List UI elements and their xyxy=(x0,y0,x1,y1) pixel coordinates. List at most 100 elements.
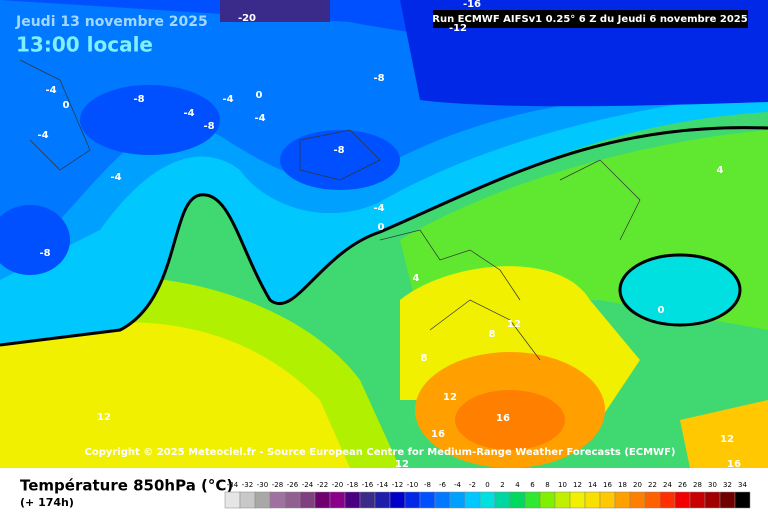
scale-tick-label: 16 xyxy=(603,481,612,489)
scale-tick-label: -24 xyxy=(302,481,314,489)
scale-swatch xyxy=(569,491,586,509)
contour-label: -4 xyxy=(222,94,233,105)
contour-label: 0 xyxy=(63,100,70,111)
scale-swatch xyxy=(224,491,241,509)
contour-label: 12 xyxy=(720,434,734,445)
scale-tick-label: -6 xyxy=(439,481,447,489)
scale-tick-label: 34 xyxy=(738,481,747,489)
scale-swatch xyxy=(719,491,736,509)
scale-tick-label: 18 xyxy=(618,481,627,489)
contour-label: -8 xyxy=(203,121,214,132)
scale-swatch xyxy=(254,491,271,509)
scale-tick-label: -20 xyxy=(332,481,343,489)
scale-tick-label: 4 xyxy=(515,481,520,489)
scale-tick-label: -26 xyxy=(287,481,299,489)
contour-label: 0 xyxy=(256,90,263,101)
scale-swatch xyxy=(554,491,571,509)
scale-swatch xyxy=(359,491,376,509)
contour-label: 8 xyxy=(489,329,496,340)
scale-tick-label: 22 xyxy=(648,481,657,489)
contour-label: 8 xyxy=(421,353,428,364)
scale-swatch xyxy=(464,491,481,509)
contour-label: -4 xyxy=(183,108,194,119)
date: Jeudi 13 novembre 2025 xyxy=(15,14,208,30)
scale-swatch xyxy=(449,491,466,509)
scale-tick-label: 6 xyxy=(530,481,535,489)
contour-label: 12 xyxy=(97,412,111,423)
scale-swatch xyxy=(599,491,616,509)
scale-tick-label: -10 xyxy=(407,481,418,489)
contour-label: 12 xyxy=(443,392,457,403)
contour-label: -8 xyxy=(39,248,50,259)
contour-label: -4 xyxy=(254,113,265,124)
scale-tick-label: 26 xyxy=(678,481,687,489)
scale-tick-label: 10 xyxy=(558,481,567,489)
scale-swatch xyxy=(269,491,286,509)
scale-tick-label: 30 xyxy=(708,481,717,489)
time: 13:00 locale xyxy=(16,33,153,57)
scale-tick-label: 14 xyxy=(588,481,597,489)
scale-swatch xyxy=(479,491,496,509)
scale-swatch xyxy=(614,491,631,509)
run-box xyxy=(433,10,748,28)
contour-label: -8 xyxy=(133,94,144,105)
lead-time: (+ 174h) xyxy=(20,496,74,509)
scale-tick-label: -32 xyxy=(242,481,253,489)
scale-swatch xyxy=(314,491,331,509)
contour-label: -16 xyxy=(463,0,481,10)
scale-swatch xyxy=(434,491,451,509)
contour-label: 12 xyxy=(395,459,409,470)
contour-label: 4 xyxy=(413,273,420,284)
scale-swatch xyxy=(629,491,646,509)
scale-tick-label: 8 xyxy=(545,481,549,489)
scale-swatch xyxy=(644,491,661,509)
copyright: Copyright © 2025 Meteociel.fr - Source E… xyxy=(85,447,676,458)
scale-swatch xyxy=(704,491,721,509)
scale-tick-label: 28 xyxy=(693,481,702,489)
scale-swatch xyxy=(524,491,541,509)
map-background xyxy=(0,0,768,468)
contour-label: -4 xyxy=(110,172,121,183)
contour-label: -8 xyxy=(333,145,344,156)
scale-swatch xyxy=(494,491,511,509)
legend-title: Température 850hPa (°C) xyxy=(20,477,233,495)
contour-label: 16 xyxy=(727,459,741,470)
scale-swatch xyxy=(659,491,676,509)
scale-tick-label: -22 xyxy=(317,481,328,489)
scale-tick-label: 32 xyxy=(723,481,732,489)
scale-tick-label: -18 xyxy=(347,481,358,489)
scale-swatch xyxy=(239,491,256,509)
contour-label: 16 xyxy=(431,429,445,440)
scale-tick-label: -2 xyxy=(469,481,476,489)
scale-tick-label: 12 xyxy=(573,481,582,489)
scale-tick-label: -8 xyxy=(424,481,431,489)
scale-swatch xyxy=(389,491,406,509)
scale-swatch xyxy=(344,491,361,509)
scale-swatch xyxy=(689,491,706,509)
contour-label: -4 xyxy=(373,203,384,214)
scale-swatch xyxy=(539,491,556,509)
contour-label: 16 xyxy=(496,413,510,424)
scale-tick-label: -12 xyxy=(392,481,403,489)
scale-tick-label: -4 xyxy=(454,481,462,489)
contour-label: -12 xyxy=(449,23,467,34)
scale-swatch xyxy=(374,491,391,509)
scale-swatch xyxy=(404,491,421,509)
scale-swatch xyxy=(419,491,436,509)
scale-swatch xyxy=(329,491,346,509)
scale-swatch xyxy=(584,491,601,509)
scale-swatch xyxy=(509,491,526,509)
scale-swatch xyxy=(284,491,301,509)
scale-tick-label: 2 xyxy=(500,481,504,489)
scale-tick-label: -14 xyxy=(377,481,389,489)
run-info: Run ECMWF AIFSv1 0.25° 6 Z du Jeudi 6 no… xyxy=(432,14,747,25)
contour-label: -4 xyxy=(37,130,48,141)
scale-swatch xyxy=(299,491,316,509)
contour-label: 0 xyxy=(658,305,665,316)
scale-swatch xyxy=(734,491,751,509)
scale-tick-label: 0 xyxy=(485,481,489,489)
scale-tick-label: -16 xyxy=(362,481,374,489)
scale-tick-label: 20 xyxy=(633,481,642,489)
